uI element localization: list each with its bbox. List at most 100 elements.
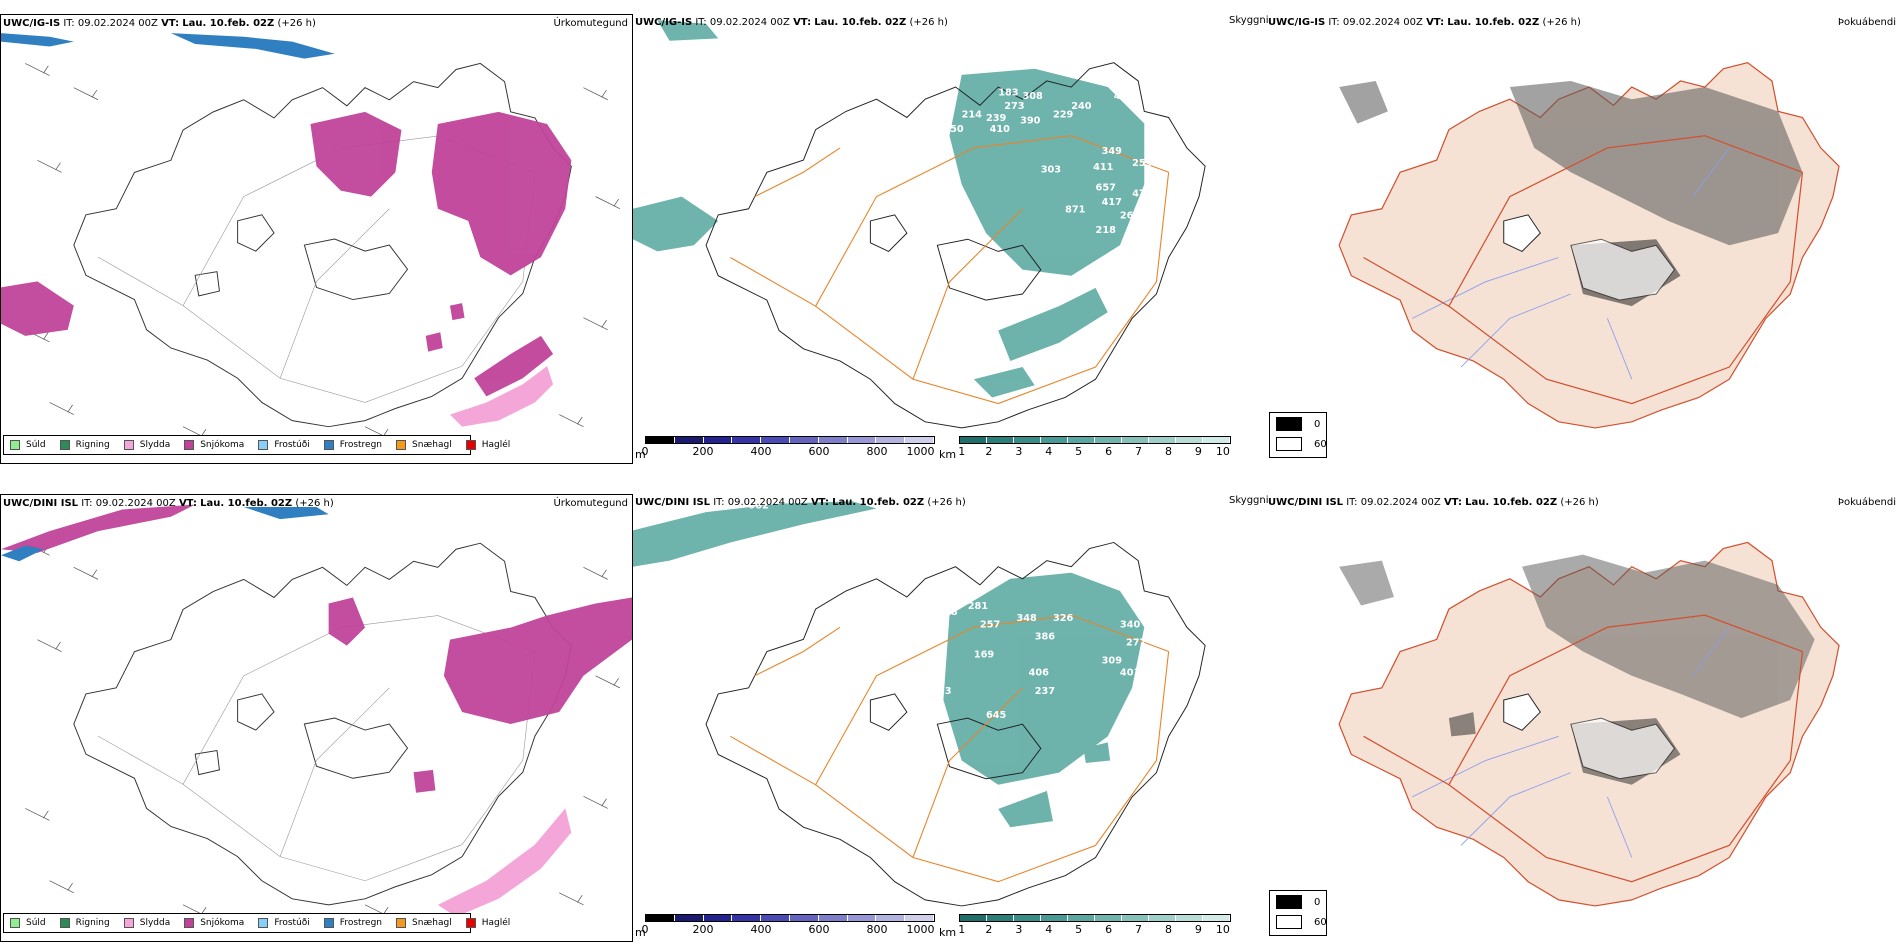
panel-title: Þokuábendi xyxy=(1837,17,1896,28)
precip-type-map-top: UWC/IG-IS IT: 09.02.2024 00Z VT: Lau. 10… xyxy=(0,14,633,464)
legend-item-freezing-drizzle: Frostúði xyxy=(258,918,310,928)
ceiling-label: 326 xyxy=(1053,613,1074,624)
ceiling-label: 281 xyxy=(968,601,989,612)
ceiling-label: 183 xyxy=(998,88,1018,99)
legend-item-rain: Rigning xyxy=(59,918,110,928)
ceiling-label: 982 xyxy=(749,501,769,512)
ceiling-tick: 400 xyxy=(750,923,772,936)
ceiling-tick: 800 xyxy=(866,445,888,458)
fog-legend: 0 60 xyxy=(1269,412,1327,458)
init-time: 09.02.2024 00Z xyxy=(727,497,808,508)
freezing-rain-areas xyxy=(1,507,329,562)
wind-barbs xyxy=(25,63,621,440)
panel-title: Þokuábendi xyxy=(1837,497,1896,508)
visibility-tick: 8 xyxy=(1164,923,1172,936)
sleet-areas xyxy=(449,366,554,427)
visibility-tick: 1 xyxy=(958,923,966,936)
ceiling-label: 645 xyxy=(986,710,1007,721)
fog-legend: 0 60 xyxy=(1269,890,1327,936)
legend-item-snow: Snjókoma xyxy=(184,918,244,928)
visibility-map-svg: 982 281 248 199 348 326 257 386 169 340 … xyxy=(633,501,1206,907)
ceiling-colorbar: 0 200 400 600 800 1000 xyxy=(641,914,935,940)
visibility-tick: 10 xyxy=(1215,923,1230,936)
ceiling-label: 199 xyxy=(907,610,928,621)
ceiling-tick: 600 xyxy=(808,445,830,458)
legend-item-sleet: Slydda xyxy=(123,918,170,928)
init-time: 09.02.2024 00Z xyxy=(709,17,790,28)
precip-map-svg xyxy=(1,33,621,440)
panel-header: UWC/IG-IS IT: 09.02.2024 00Z VT: Lau. 10… xyxy=(1268,17,1581,28)
valid-time: Lau. 10.feb. 02Z xyxy=(1465,497,1558,508)
visibility-colorbar: 1 2 3 4 5 6 7 8 9 10 xyxy=(958,436,1231,462)
lead-time: (+26 h) xyxy=(1542,17,1581,28)
ceiling-label: 277 xyxy=(1126,637,1146,648)
ceiling-tick: 800 xyxy=(866,923,888,936)
ceiling-colorbar: 0 200 400 600 800 1000 xyxy=(641,436,935,462)
legend-item-freezing-rain: Frostregn xyxy=(323,440,382,450)
snowfall-areas xyxy=(1,111,572,397)
ceiling-tick: 0 xyxy=(641,923,649,936)
panel-title: Úrkomutegund xyxy=(553,498,628,509)
panel-header: UWC/IG-IS IT: 09.02.2024 00Z VT: Lau. 10… xyxy=(3,18,316,29)
fog-indicator-map-bottom: UWC/DINI ISL IT: 09.02.2024 00Z VT: Lau.… xyxy=(1266,494,1900,942)
ceiling-label: 411 xyxy=(1093,162,1114,173)
ceiling-labels: 183 308 273 240 448 214 239 390 229 150 … xyxy=(943,88,1152,237)
ceiling-label: 349 xyxy=(1102,146,1123,157)
rivers xyxy=(1412,147,1730,380)
legend-item-snow-pellets: Snæhagl xyxy=(396,440,452,450)
ceiling-tick: 0 xyxy=(641,445,649,458)
precip-legend: Súld Rigning Slydda Snjókoma Frostúði Fr… xyxy=(3,913,510,933)
visibility-unit: km xyxy=(939,448,957,461)
ceiling-label: 308 xyxy=(1023,91,1044,102)
visibility-tick: 7 xyxy=(1135,445,1143,458)
ceiling-label: 248 xyxy=(937,607,958,618)
ceiling-label: 218 xyxy=(1096,225,1117,236)
ceiling-label: 273 xyxy=(1004,101,1024,112)
valid-time: Lau. 10.feb. 02Z xyxy=(200,498,293,509)
visibility-tick: 6 xyxy=(1105,923,1113,936)
low-visibility-areas xyxy=(633,20,1145,398)
ceiling-tick: 1000 xyxy=(906,445,935,458)
road-network xyxy=(730,614,1170,883)
ceiling-label: 214 xyxy=(962,109,983,120)
lead-time: (+26 h) xyxy=(295,498,334,509)
visibility-tick: 10 xyxy=(1215,445,1230,458)
init-time: 09.02.2024 00Z xyxy=(1342,17,1423,28)
valid-time: Lau. 10.feb. 02Z xyxy=(1447,17,1540,28)
model-name: UWC/IG-IS xyxy=(1268,17,1326,28)
panel-header: UWC/DINI ISL IT: 09.02.2024 00Z VT: Lau.… xyxy=(3,498,334,509)
ceiling-label: 386 xyxy=(1035,631,1056,642)
init-time: 09.02.2024 00Z xyxy=(1360,497,1441,508)
precip-type-map-bottom: UWC/DINI ISL IT: 09.02.2024 00Z VT: Lau.… xyxy=(0,494,633,942)
legend-item-snow: Snjókoma xyxy=(184,440,244,450)
ceiling-label: 417 xyxy=(1102,197,1122,208)
legend-item-drizzle: Súld xyxy=(10,440,46,450)
valid-time: Lau. 10.feb. 02Z xyxy=(182,18,275,29)
visibility-tick: 8 xyxy=(1164,445,1172,458)
ceiling-tick: 400 xyxy=(750,445,772,458)
ceiling-unit: m xyxy=(635,926,646,939)
ceiling-label: 410 xyxy=(990,124,1011,135)
road-network xyxy=(1363,135,1804,405)
snowfall-areas xyxy=(1,504,632,793)
visibility-tick: 2 xyxy=(985,445,993,458)
ceiling-label: 340 xyxy=(1120,619,1141,630)
ceiling-labels: 982 281 248 199 348 326 257 386 169 340 … xyxy=(749,501,1147,722)
ceiling-label: 390 xyxy=(1020,116,1041,127)
visibility-map-bottom: 982 281 248 199 348 326 257 386 169 340 … xyxy=(633,494,1327,942)
ceiling-label: 257 xyxy=(980,619,1000,630)
legend-item-freezing-rain: Frostregn xyxy=(323,918,382,928)
ceiling-label: 269 xyxy=(1120,211,1141,222)
model-name: UWC/DINI ISL xyxy=(635,497,711,508)
visibility-map-svg: 183 308 273 240 448 214 239 390 229 150 … xyxy=(633,20,1206,429)
model-name: UWC/IG-IS xyxy=(3,18,61,29)
visibility-unit: km xyxy=(939,926,957,939)
ceiling-label: 448 xyxy=(1114,91,1135,102)
rivers xyxy=(1412,627,1730,858)
panel-title: Skyggni xyxy=(1229,15,1269,26)
sleet-areas xyxy=(437,808,572,917)
ceiling-label: 239 xyxy=(986,113,1007,124)
legend-item-drizzle: Súld xyxy=(10,918,46,928)
panel-title: Skyggni xyxy=(1229,495,1269,506)
legend-item-rain: Rigning xyxy=(59,440,110,450)
